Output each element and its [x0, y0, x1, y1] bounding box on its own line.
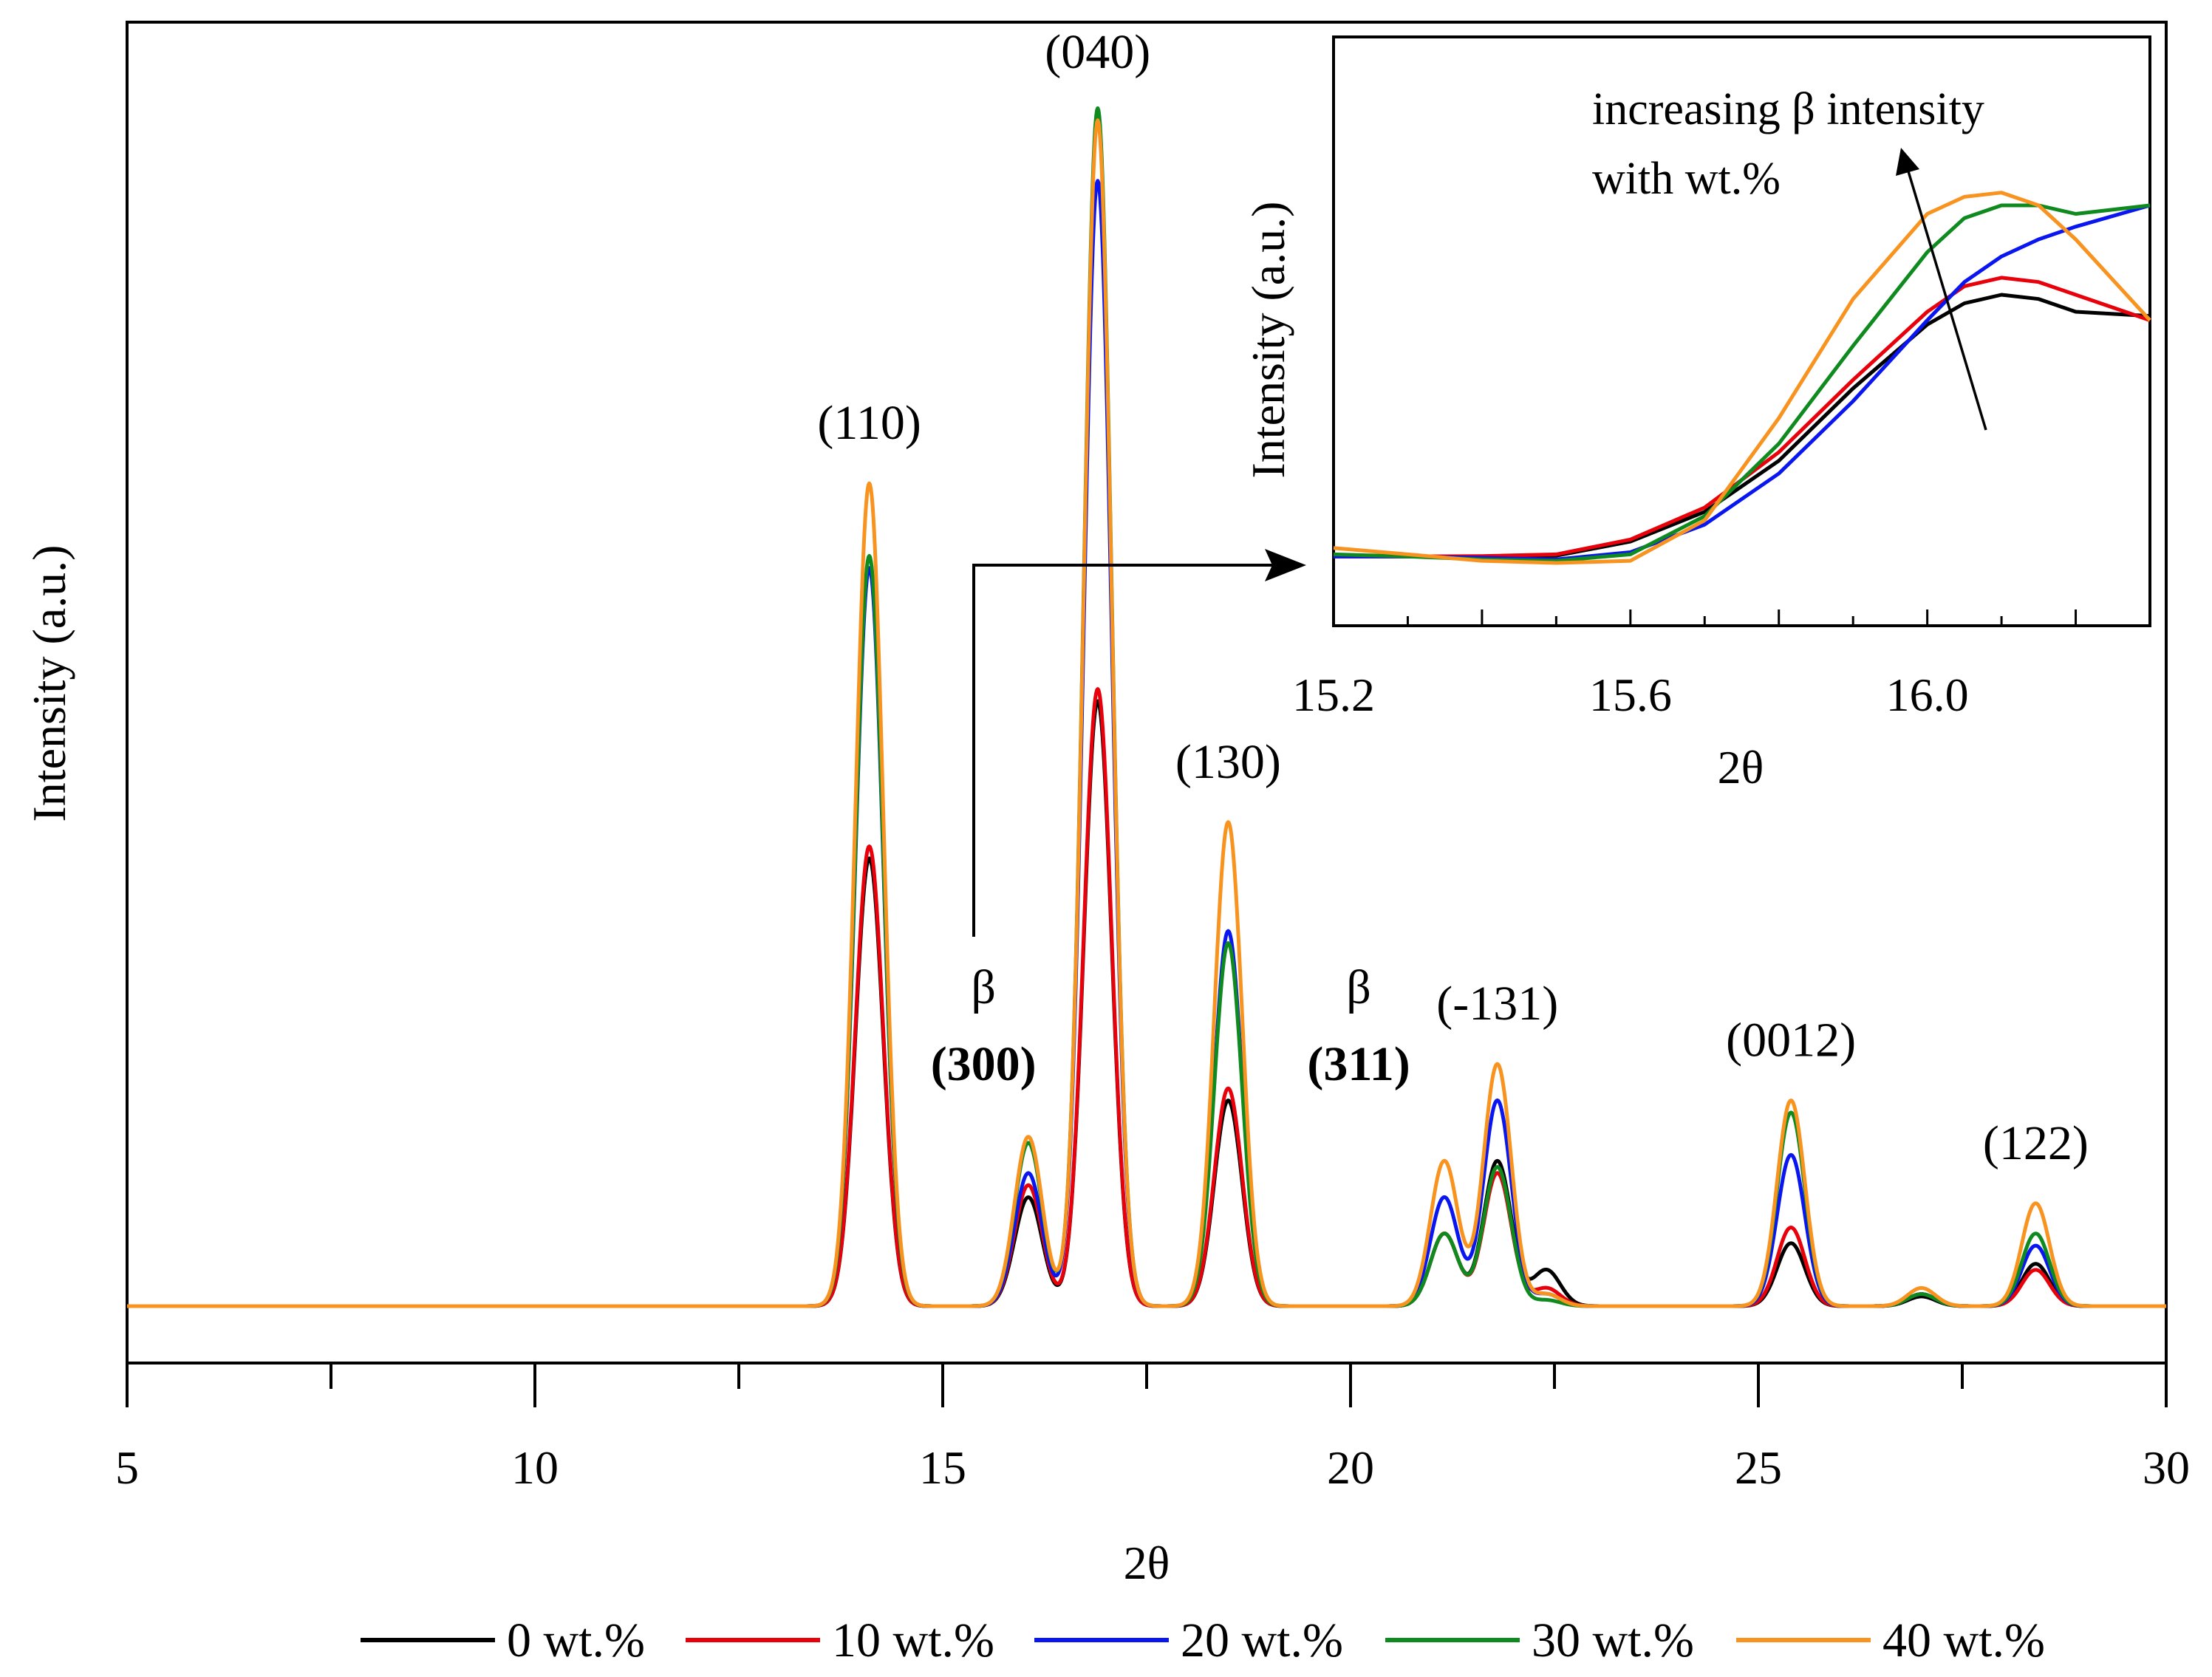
peak-label: (0012): [1726, 1014, 1856, 1068]
main-x-ticks: 5 10 15 20 25 30: [115, 1363, 2190, 1494]
main-x-axis-title: 2θ: [1124, 1537, 1170, 1589]
inset-plot-frame: [1332, 35, 2151, 627]
inset-series-line-4: [1333, 191, 2151, 565]
main-series-lines: [126, 106, 2168, 1308]
beta-hkl-label: (300): [931, 1037, 1037, 1091]
series-line-1: [126, 687, 2168, 1308]
peak-label: (122): [1983, 1116, 2089, 1170]
main-x-tick-label: 25: [1735, 1441, 1782, 1494]
beta-symbol: β: [1346, 960, 1371, 1014]
inset-pointer-arrowhead: [1265, 549, 1306, 581]
inset-series-line-1: [1334, 276, 2151, 559]
main-x-tick-label: 30: [2143, 1441, 2190, 1494]
peak-label: (130): [1175, 735, 1281, 789]
legend-label: 20 wt.%: [1181, 1613, 1343, 1667]
inset-trend-arrow: [1907, 171, 1987, 431]
legend-label: 10 wt.%: [832, 1613, 994, 1667]
legend-label: 30 wt.%: [1532, 1613, 1694, 1667]
inset-x-tick-label: 16.0: [1886, 669, 1969, 721]
peak-label: (040): [1045, 25, 1150, 79]
inset-annotation-line2: with wt.%: [1592, 154, 1781, 204]
inset-trend-arrowhead: [1896, 148, 1919, 176]
beta-peak-labels: β (300) β (311): [931, 960, 1410, 1091]
series-line-4: [126, 118, 2168, 1308]
main-x-tick-label: 20: [1327, 1441, 1374, 1494]
series-line-0: [126, 699, 2168, 1308]
main-x-tick-label: 5: [115, 1441, 139, 1494]
inset-x-ticks: 15.2 15.6 16.0: [1292, 609, 2151, 721]
inset-x-axis-title: 2θ: [1718, 741, 1764, 793]
legend-label: 0 wt.%: [507, 1613, 645, 1667]
peak-label: (110): [817, 396, 921, 450]
inset-series-lines: [1333, 191, 2151, 565]
main-x-tick-label: 15: [919, 1441, 966, 1494]
beta-hkl-label: (311): [1307, 1037, 1410, 1091]
inset-x-tick-label: 15.6: [1589, 669, 1672, 721]
main-y-axis-title: Intensity (a.u.): [23, 545, 75, 822]
inset-pointer-arrow: [972, 564, 1274, 937]
inset-annotation-line1: increasing β intensity: [1592, 84, 1984, 134]
inset-y-axis-title: Intensity (a.u.): [1242, 202, 1294, 479]
main-x-tick-label: 10: [511, 1441, 559, 1494]
peak-label: (-131): [1436, 977, 1558, 1031]
inset-x-tick-label: 15.2: [1292, 669, 1375, 721]
legend-label: 40 wt.%: [1882, 1613, 2045, 1667]
peak-labels: (110) (040) (130) (-131) (0012) (122): [817, 25, 2088, 1170]
beta-symbol: β: [971, 960, 996, 1014]
legend: 0 wt.% 10 wt.% 20 wt.% 30 wt.% 40 wt.%: [361, 1613, 2045, 1667]
